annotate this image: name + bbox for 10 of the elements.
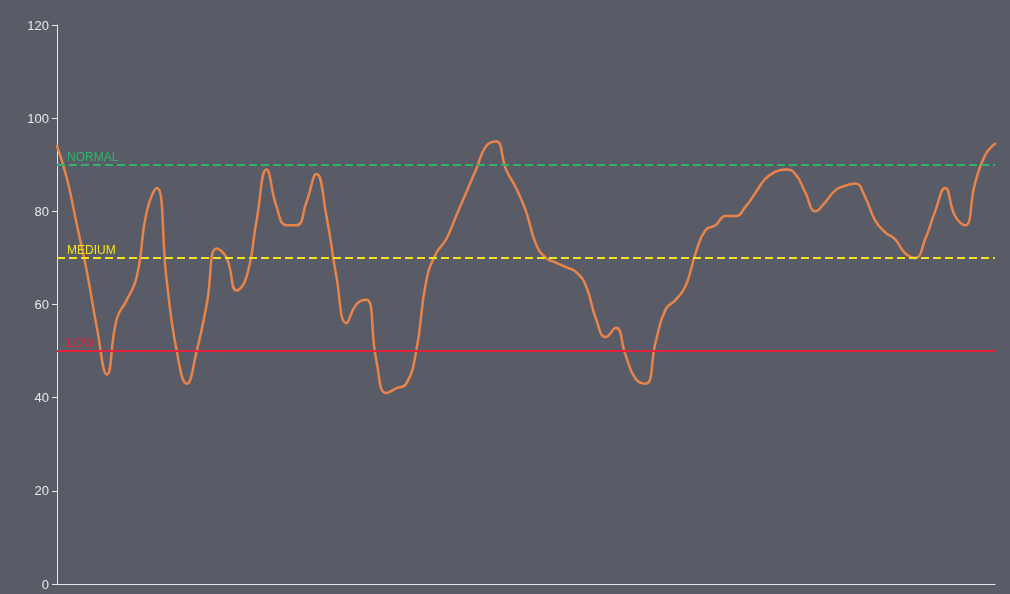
y-tick-label: 20 xyxy=(34,483,49,499)
ref-line-label: NORMAL xyxy=(67,149,119,164)
y-tick-label: 0 xyxy=(41,576,49,592)
y-tick-label: 40 xyxy=(34,390,49,406)
y-tick-label: 100 xyxy=(27,110,49,126)
y-tick-label: 120 xyxy=(27,17,49,33)
y-tick-label: 60 xyxy=(34,297,49,312)
ref-line-label: LOW xyxy=(67,336,96,351)
line-series xyxy=(55,140,997,395)
y-tick-label: 80 xyxy=(34,203,49,219)
